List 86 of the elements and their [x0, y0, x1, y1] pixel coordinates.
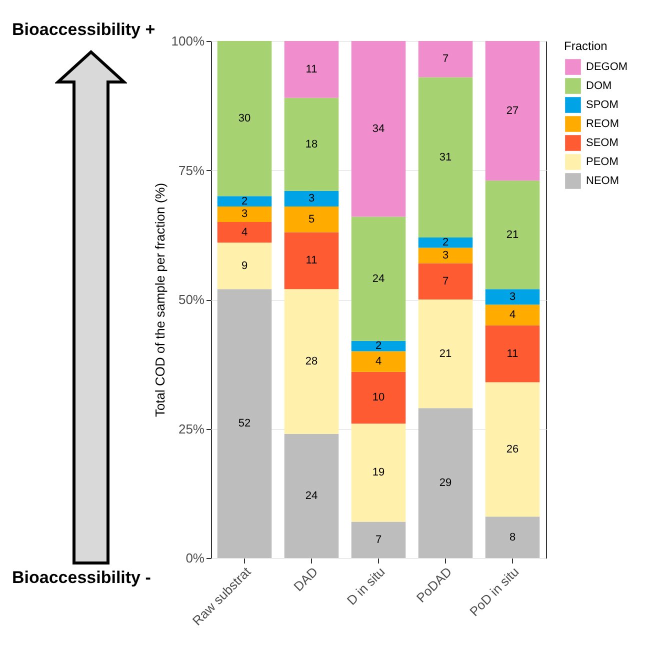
data-label: 31	[439, 151, 452, 164]
legend-label: PEOM	[586, 156, 618, 168]
bar	[418, 408, 473, 558]
bar	[217, 196, 272, 206]
data-label: 5	[308, 213, 315, 226]
bar	[217, 242, 272, 290]
bar	[351, 351, 406, 372]
bar	[418, 77, 473, 238]
bar	[217, 289, 272, 558]
bar	[217, 206, 272, 222]
data-label: 4	[375, 356, 382, 368]
legend-label: DEGOM	[586, 61, 628, 73]
bar	[217, 41, 272, 196]
legend-title: Fraction	[564, 39, 608, 53]
y-tick-label: 100%	[171, 34, 205, 48]
data-label: 27	[506, 104, 519, 117]
data-label: 3	[509, 290, 516, 303]
y-tick-label: 0%	[186, 550, 205, 566]
bar	[351, 41, 406, 217]
data-label: 7	[442, 53, 449, 66]
bar	[418, 248, 473, 264]
bar	[485, 516, 540, 558]
bar	[351, 216, 406, 341]
bar	[485, 382, 540, 517]
data-label: 7	[442, 275, 449, 288]
data-label: 10	[372, 392, 385, 404]
bar	[418, 41, 473, 78]
bar	[284, 289, 339, 434]
data-label: 2	[375, 340, 382, 352]
data-label: 24	[305, 490, 318, 502]
data-label: 4	[241, 226, 248, 238]
data-label: 11	[306, 254, 318, 267]
bar	[284, 232, 339, 290]
bar	[485, 304, 540, 326]
data-label: 28	[305, 356, 318, 368]
data-label: 19	[372, 466, 385, 479]
legend-label: NEOM	[586, 175, 619, 187]
bar	[284, 41, 339, 98]
data-label: 3	[241, 208, 248, 220]
bar	[284, 190, 339, 206]
text: Bioaccessibility -	[12, 568, 151, 588]
bar	[418, 237, 473, 248]
legend-label: REOM	[586, 118, 619, 130]
x-tick-label: D in situ	[344, 564, 388, 608]
x-tick-label: PoD in situ	[466, 564, 522, 620]
bar	[485, 289, 540, 305]
bar	[284, 434, 339, 558]
data-label: 24	[372, 272, 385, 285]
bar	[418, 263, 473, 300]
bar	[284, 98, 339, 191]
legend-label: DOM	[586, 80, 612, 92]
data-label: 3	[308, 192, 315, 205]
data-label: 2	[241, 195, 248, 208]
data-label: 52	[238, 418, 251, 430]
y-tick-label: 50%	[178, 292, 205, 307]
bar	[485, 325, 540, 382]
legend-label: SEOM	[586, 137, 618, 149]
bar	[351, 424, 406, 522]
y-tick-label: 25%	[178, 421, 205, 436]
data-label: 34	[372, 122, 385, 135]
data-label: 29	[439, 477, 452, 490]
data-label: 2	[442, 236, 449, 249]
data-label: 21	[506, 228, 519, 241]
bar	[351, 522, 406, 558]
data-label: 11	[306, 63, 318, 76]
data-label: 26	[506, 443, 519, 456]
data-label: 9	[241, 260, 248, 272]
data-label: 18	[305, 138, 318, 150]
bar	[351, 340, 406, 352]
data-label: 11	[506, 348, 518, 360]
data-label: 21	[439, 348, 452, 360]
bar	[418, 300, 473, 408]
bar	[217, 222, 272, 243]
legend-label: SPOM	[586, 99, 618, 111]
y-tick-label: 75%	[178, 162, 205, 178]
data-label: 7	[375, 534, 382, 546]
bar	[485, 180, 540, 290]
y-axis-title: Total COD of the sample per fraction (%)	[152, 182, 168, 418]
data-label: 4	[509, 309, 516, 322]
data-label: 30	[238, 112, 251, 125]
data-label: 3	[442, 250, 449, 262]
data-label: 8	[509, 531, 516, 544]
bar	[284, 206, 339, 232]
text: Bioaccessibility +	[12, 20, 156, 40]
bar	[485, 41, 540, 181]
bar	[351, 372, 406, 424]
